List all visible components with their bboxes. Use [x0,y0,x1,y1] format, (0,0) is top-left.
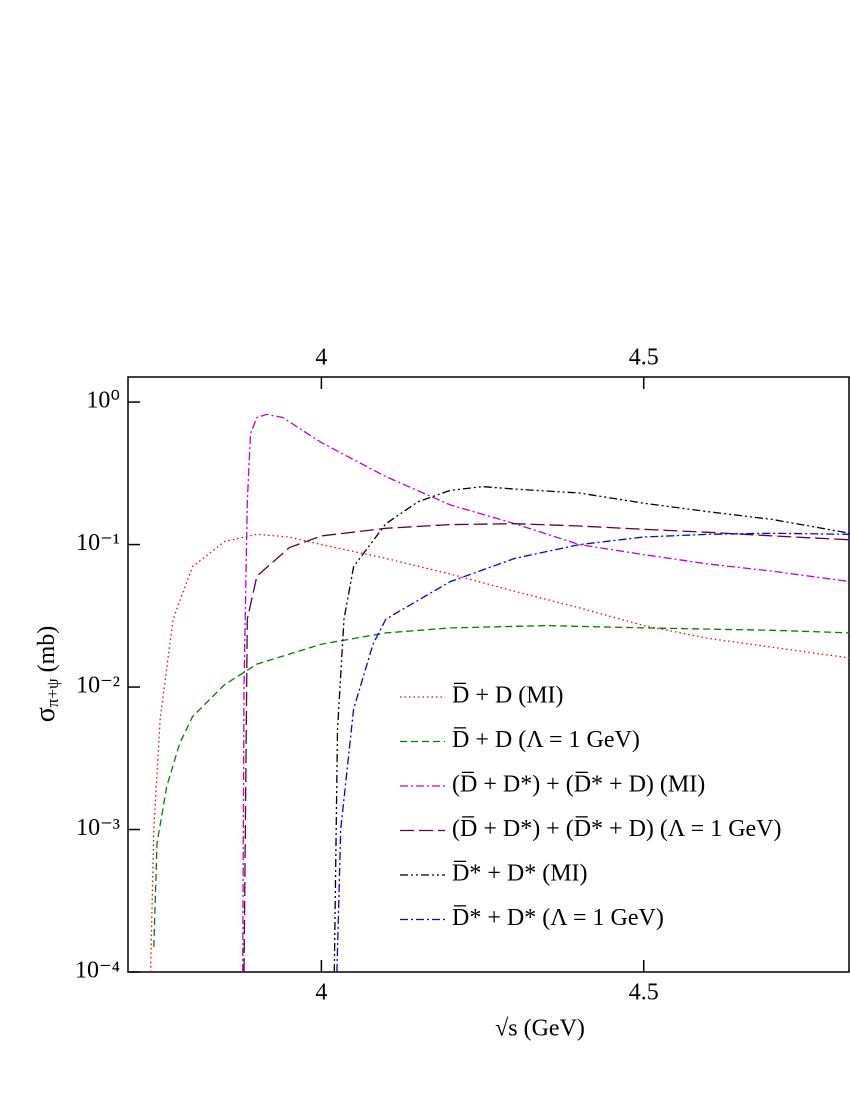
series-line [242,413,850,972]
x-top-tick-label: 4 [315,345,327,371]
x-tick-label: 4.5 [629,980,659,1006]
series-line [243,523,850,972]
x-tick-label: 4 [315,980,327,1006]
plot-frame [127,376,850,973]
y-tick-label: 10⁻³ [76,815,120,841]
y-label-symbol: σ [30,707,61,722]
series-line [153,624,850,947]
legend-label: D̅* + D* (MI) [452,861,588,887]
y-tick-label: 10⁻² [76,673,120,699]
y-tick-label: 10⁰ [86,388,120,414]
y-label-subscript: π+ψ [43,678,62,707]
x-axis-label: √s (GeV) [495,1016,585,1042]
series-line [336,532,850,972]
plot-lines [149,413,850,972]
y-tick-label: 10⁻¹ [76,530,120,556]
y-label-unit: (mb) [34,626,60,673]
legend-label: D̅* + D* (Λ = 1 GeV) [452,905,664,931]
series-line [149,533,850,972]
legend-label: D̅ + D (Λ = 1 GeV) [452,727,640,753]
y-axis-label-text: σπ+ψ (mb) [30,626,61,723]
y-tick-label: 10⁻⁴ [75,958,120,984]
x-top-tick-label: 4.5 [629,345,659,371]
y-axis-label: σπ+ψ (mb) [30,626,61,723]
legend-label: (D̅ + D*) + (D̅* + D) (MI) [452,772,705,798]
legend-label: D̅ + D (MI) [452,683,564,709]
series-line [333,485,850,972]
legend-label: (D̅ + D*) + (D̅* + D) (Λ = 1 GeV) [452,816,782,842]
